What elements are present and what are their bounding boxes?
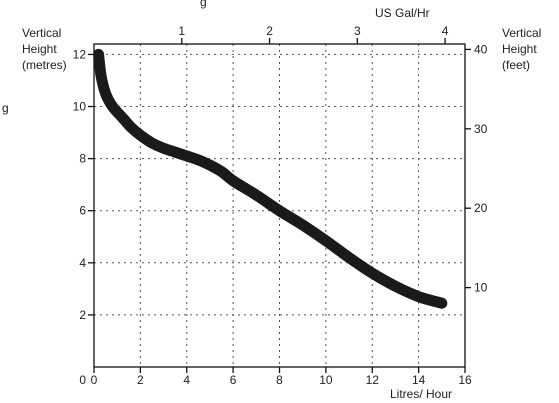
- data-point: [441, 302, 443, 304]
- x-bottom-tick-label: 14: [412, 373, 426, 387]
- data-point: [151, 142, 153, 144]
- tick-labels: 024681012141612342468101201020304050: [73, 24, 488, 387]
- data-point: [302, 224, 304, 226]
- performance-curve-line: [93, 48, 448, 309]
- top-axis-label: US Gal/Hr: [375, 6, 430, 20]
- x-top-tick-label: 4: [442, 24, 449, 38]
- data-point: [232, 180, 234, 182]
- data-point: [418, 296, 420, 298]
- x-top-tick-label: 2: [266, 24, 273, 38]
- x-bottom-tick-label: 6: [230, 373, 237, 387]
- y-right-tick-label: 10: [474, 281, 488, 295]
- data-point: [186, 155, 188, 157]
- bottom-axis-label: Litres/ Hour: [390, 387, 452, 401]
- y-left-origin-label: 0: [79, 373, 86, 387]
- data-point: [348, 257, 350, 259]
- left-side-text-fragment: g: [2, 101, 9, 115]
- x-bottom-tick-label: 2: [137, 373, 144, 387]
- data-point: [121, 116, 123, 118]
- data-point: [139, 134, 141, 136]
- left-axis-label-line-2: Height: [22, 42, 57, 56]
- x-bottom-tick-label: 0: [91, 373, 98, 387]
- data-point: [220, 171, 223, 173]
- x-bottom-tick-label: 4: [183, 373, 190, 387]
- data-point: [98, 53, 100, 56]
- data-point: [174, 151, 176, 153]
- x-bottom-tick-label: 8: [276, 373, 283, 387]
- y-right-tick-label: 20: [474, 201, 488, 215]
- data-point: [163, 147, 165, 149]
- data-point: [111, 105, 114, 108]
- right-axis-label-line-1: Vertical: [502, 26, 541, 40]
- grid-lines: [94, 44, 465, 367]
- header-text-fragment: g: [200, 0, 207, 9]
- y-right-tick-label: 30: [474, 122, 488, 136]
- y-left-tick-label: 8: [79, 152, 86, 166]
- data-point: [394, 285, 396, 287]
- right-axis-label-line-2: Height: [502, 42, 537, 56]
- right-axis-label-line-3: (feet): [502, 58, 530, 72]
- y-left-tick-label: 6: [79, 204, 86, 218]
- x-top-tick-label: 3: [354, 24, 361, 38]
- x-bottom-tick-label: 10: [319, 373, 333, 387]
- data-point: [105, 92, 107, 95]
- x-bottom-tick-label: 12: [366, 373, 380, 387]
- y-left-tick-label: 10: [73, 100, 87, 114]
- data-point: [130, 126, 132, 128]
- data-point: [278, 210, 281, 212]
- y-left-tick-label: 12: [73, 47, 87, 61]
- data-point: [197, 159, 199, 161]
- x-top-tick-label: 1: [178, 24, 185, 38]
- data-point: [255, 194, 257, 196]
- left-axis-label-line-3: (metres): [22, 58, 67, 72]
- left-axis-label-line-1: Vertical: [22, 26, 61, 40]
- x-bottom-tick-label: 16: [458, 373, 472, 387]
- y-left-tick-label: 4: [79, 256, 86, 270]
- data-point: [209, 164, 211, 166]
- data-point: [100, 74, 102, 76]
- data-point: [371, 272, 373, 274]
- data-point: [325, 240, 327, 242]
- y-left-tick-label: 2: [79, 308, 86, 322]
- axis-ticks: [88, 38, 471, 373]
- y-right-tick-label: 40: [474, 42, 488, 56]
- data-series: [93, 48, 448, 309]
